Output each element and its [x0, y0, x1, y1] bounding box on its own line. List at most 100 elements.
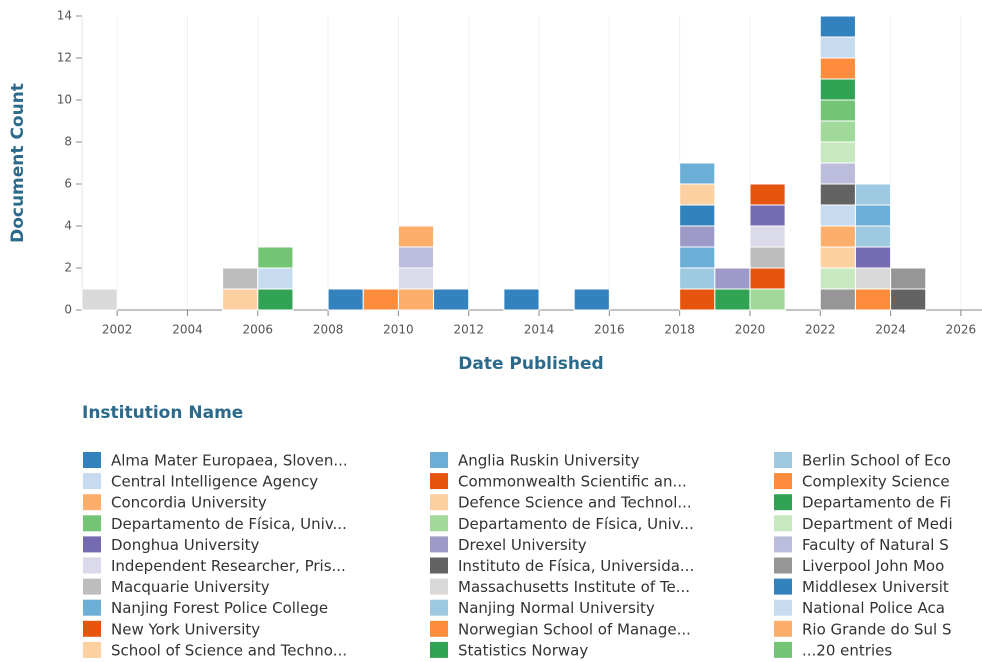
bar-segment [854, 183, 892, 206]
bar-segment [819, 120, 856, 143]
legend-label: Liverpool John Moo [802, 557, 944, 575]
x-tick-label: 2010 [383, 323, 414, 337]
y-tick-label: 10 [57, 93, 72, 107]
legend-label: Macquarie University [111, 578, 270, 596]
x-tick-label: 2018 [664, 323, 695, 337]
bar-segment [890, 267, 927, 290]
bar-segment [397, 267, 435, 290]
legend-swatch [774, 641, 792, 658]
legend-swatch [83, 473, 101, 490]
bar-segment [819, 57, 856, 80]
legend-label: Faculty of Natural S [802, 536, 949, 554]
y-tick-label: 4 [64, 219, 72, 233]
y-tick-label: 6 [64, 177, 72, 191]
bar-segment [819, 36, 856, 59]
legend-swatch [430, 473, 448, 490]
x-tick-label: 2004 [172, 323, 203, 337]
legend-swatch [83, 578, 101, 595]
bar-segment [819, 288, 856, 311]
legend-label: Complexity Science [802, 473, 950, 491]
bar-segment [679, 288, 716, 311]
bar-segment [819, 78, 856, 101]
bar-segment [819, 162, 856, 185]
x-tick-label: 2006 [243, 323, 274, 337]
bar-segment [362, 288, 399, 311]
legend-label: Alma Mater Europaea, Sloven... [111, 452, 348, 470]
legend-label: New York University [111, 620, 260, 638]
bar-segment [819, 225, 856, 248]
legend-swatch [774, 515, 792, 532]
x-tick-label: 2002 [102, 323, 133, 337]
bar-segment [679, 183, 716, 206]
bar-segment [749, 204, 786, 227]
legend-label: Massachusetts Institute of Te... [458, 578, 690, 596]
legend-swatch [430, 641, 448, 658]
legend-label: Nanjing Normal University [458, 599, 655, 617]
legend-swatch [83, 452, 101, 468]
legend-label: Statistics Norway [458, 641, 588, 659]
bar-segment [222, 267, 259, 290]
x-tick-label: 2024 [875, 323, 906, 337]
bar-segment [819, 267, 856, 290]
legend-swatch [430, 494, 448, 511]
legend-label: Commonwealth Scientific an... [458, 473, 687, 491]
bar-segment [397, 288, 435, 311]
x-tick-label: 2008 [313, 323, 344, 337]
legend-swatch [83, 536, 101, 553]
legend-swatch [83, 494, 101, 511]
bar-segment [749, 267, 786, 290]
legend-label: School of Science and Techno... [111, 641, 347, 659]
bar-segment [81, 288, 118, 311]
bar-segment [854, 267, 892, 290]
bar-segment [679, 267, 716, 290]
bar-segment [573, 288, 610, 311]
legend-swatch [774, 578, 792, 595]
bar-segment [503, 288, 540, 311]
bar-segment [679, 225, 716, 248]
legend-swatch [83, 641, 101, 658]
legend-swatch [83, 515, 101, 532]
bar-segment [679, 246, 716, 269]
legend-swatch [430, 557, 448, 574]
y-tick-label: 12 [57, 51, 72, 65]
legend-swatch [774, 473, 792, 490]
legend-label: Donghua University [111, 536, 260, 554]
legend-swatch [430, 452, 448, 468]
bar-segment [222, 288, 259, 311]
bar-segment [749, 183, 786, 206]
bar-segment [397, 225, 435, 248]
bar-segment [749, 288, 786, 311]
legend-label: Drexel University [458, 536, 587, 554]
bar-segment [819, 141, 856, 164]
legend-swatch [430, 599, 448, 616]
x-tick-label: 2026 [946, 323, 977, 337]
bar-segment [679, 162, 716, 185]
bar-segment [854, 204, 892, 227]
legend-swatch [83, 620, 101, 637]
legend-label: Norwegian School of Manage... [458, 620, 691, 638]
bar-segment [327, 288, 364, 311]
bar-segment [257, 288, 294, 311]
y-tick-label: 2 [64, 261, 72, 275]
legend-swatch [430, 620, 448, 637]
x-tick-label: 2016 [594, 323, 625, 337]
x-axis-title: Date Published [458, 354, 603, 374]
legend-label: Departamento de Física, Univ... [458, 515, 694, 533]
legend-label: Defence Science and Technol... [458, 494, 692, 512]
bar-segment [257, 267, 294, 290]
legend-swatch [774, 536, 792, 553]
legend-label: National Police Aca [802, 599, 945, 617]
legend-swatch [774, 452, 792, 468]
x-tick-label: 2012 [453, 323, 484, 337]
bar-segment [749, 225, 786, 248]
legend-swatch [774, 494, 792, 511]
y-tick-label: 14 [57, 9, 72, 23]
bar-segment [433, 288, 470, 311]
bar-segment [749, 246, 786, 269]
legend-swatch [430, 536, 448, 553]
y-tick-label: 8 [64, 135, 72, 149]
legend-label: Berlin School of Eco [802, 452, 951, 470]
legend-label: Nanjing Forest Police College [111, 599, 328, 617]
bar-segment [819, 99, 856, 122]
